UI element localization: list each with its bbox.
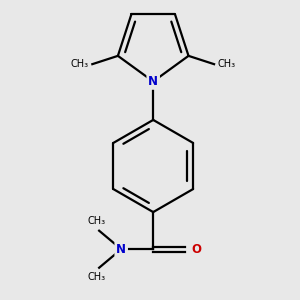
Text: N: N	[116, 243, 126, 256]
Text: CH₃: CH₃	[70, 59, 88, 69]
Text: CH₃: CH₃	[218, 59, 236, 69]
Text: O: O	[192, 243, 202, 256]
Text: CH₃: CH₃	[88, 272, 106, 282]
Text: CH₃: CH₃	[88, 216, 106, 226]
Text: N: N	[148, 75, 158, 88]
